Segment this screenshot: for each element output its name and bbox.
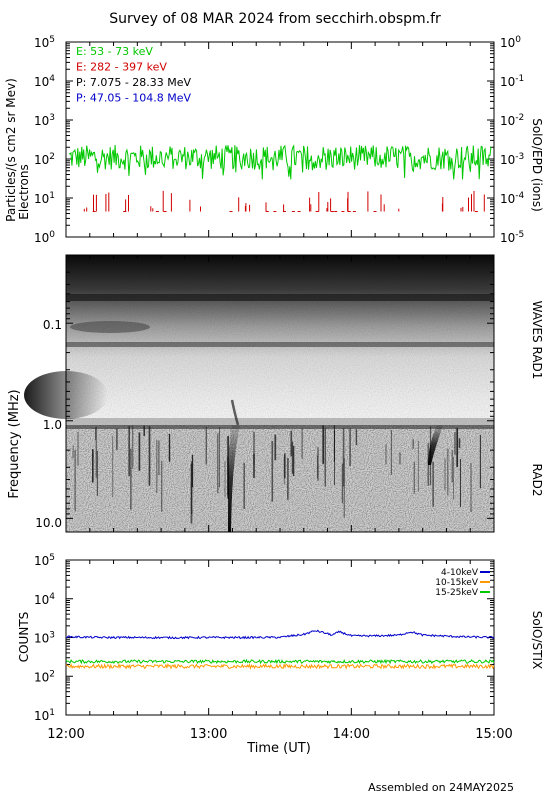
particles-right-ytick-label: 10-4 (500, 191, 525, 206)
particles-ytick-label: 100 (34, 230, 55, 245)
rad1-spectrogram (24, 255, 494, 425)
particles-ytick-label: 102 (34, 152, 55, 167)
x-tick-label: 12:00 (47, 727, 84, 742)
stix-series (65, 629, 495, 670)
series-e-282-397kev (83, 190, 485, 213)
x-tick-label: 15:00 (475, 727, 512, 742)
stix-ytick-label: 105 (34, 553, 55, 568)
particles-ytick-label: 104 (34, 74, 55, 89)
particles-ytick-label: 101 (34, 191, 55, 206)
particles-right-ytick-label: 10-3 (500, 152, 524, 167)
rad2-top-band (66, 425, 494, 429)
particles-legend-entry: E: 282 - 397 keV (76, 61, 167, 74)
stix-ytick-labels: 101 102 103 104 105 (34, 553, 55, 723)
chart-title: Survey of 08 MAR 2024 from secchirh.obsp… (109, 11, 441, 27)
rad1-band-label: WAVES RAD1 (530, 301, 544, 380)
stix-legend-entry: 15-25keV (435, 588, 479, 598)
series-4-10kev (66, 629, 495, 640)
particles-series (68, 144, 492, 213)
particles-right-ytick-label: 100 (500, 35, 521, 50)
stix-ytick-label: 101 (34, 708, 55, 723)
particles-right-ytick-label: 10-5 (500, 230, 524, 245)
type-iii-burst-2 (428, 425, 443, 465)
series-15-25kev (65, 658, 495, 665)
radio-panel: 0.1 1.0 10.0 Frequency (MHz) WAVES RAD1 … (7, 254, 544, 533)
series-10-15kev (65, 662, 495, 670)
stix-legend-entry: 10-15keV (435, 578, 479, 588)
assembled-footer: Assembled on 24MAY2025 (368, 781, 514, 794)
particles-legend-entry: P: 7.075 - 28.33 MeV (76, 76, 192, 89)
particles-legend-entry: E: 53 - 73 keV (76, 45, 153, 58)
stix-right-label: SolO/STIX (530, 611, 544, 670)
particles-right-ytick-label: 10-2 (500, 113, 524, 128)
stix-ytick-label: 104 (34, 592, 55, 607)
particles-right-label: SolO/EPD (ions) (530, 118, 544, 212)
particles-right-ytick-labels: 10-5 10-4 10-3 10-2 10-1 100 (500, 35, 525, 245)
particles-ytick-label: 103 (34, 113, 55, 128)
rad2-spectrogram (66, 399, 494, 532)
particles-legend-entry: P: 47.05 - 104.8 MeV (76, 92, 192, 105)
x-axis-tick-labels: 12:00 13:00 14:00 15:00 (47, 727, 512, 742)
stix-legend-entry: 4-10keV (441, 568, 479, 578)
stix-ytick-label: 103 (34, 631, 55, 646)
particles-plot-frame (65, 41, 495, 238)
x-tick-label: 14:00 (333, 727, 370, 742)
particles-ytick-labels: 100 101 102 103 104 105 (34, 35, 55, 245)
radio-ytick-10.0: 10.0 (35, 516, 62, 530)
particles-ytick-label: 105 (34, 35, 55, 50)
particles-legend: E: 53 - 73 keV E: 282 - 397 keV P: 7.075 -… (76, 45, 192, 105)
x-tick-label: 13:00 (190, 727, 227, 742)
rad2-band-label: RAD2 (530, 464, 544, 497)
radio-ylabel: Frequency (MHz) (7, 389, 22, 498)
particles-ylabel-electrons: Electrons (17, 164, 31, 219)
series-e-53-73kev (68, 144, 492, 180)
stix-ytick-label: 102 (34, 669, 55, 684)
radio-ticks (65, 254, 495, 532)
radio-ytick-0.1: 0.1 (43, 318, 62, 332)
stix-ylabel: COUNTS (17, 612, 31, 663)
type-iii-burst-1 (228, 425, 240, 532)
x-axis-label: Time (UT) (246, 741, 311, 756)
stix-ticks (65, 559, 495, 716)
radio-ytick-1.0: 1.0 (43, 418, 62, 432)
particles-right-ytick-label: 10-1 (500, 74, 524, 89)
particles-ylabel: Particles/(s cm2 sr Mev) (4, 78, 18, 222)
rad2-vertical-lines (66, 425, 494, 524)
particles-ticks (65, 41, 495, 238)
